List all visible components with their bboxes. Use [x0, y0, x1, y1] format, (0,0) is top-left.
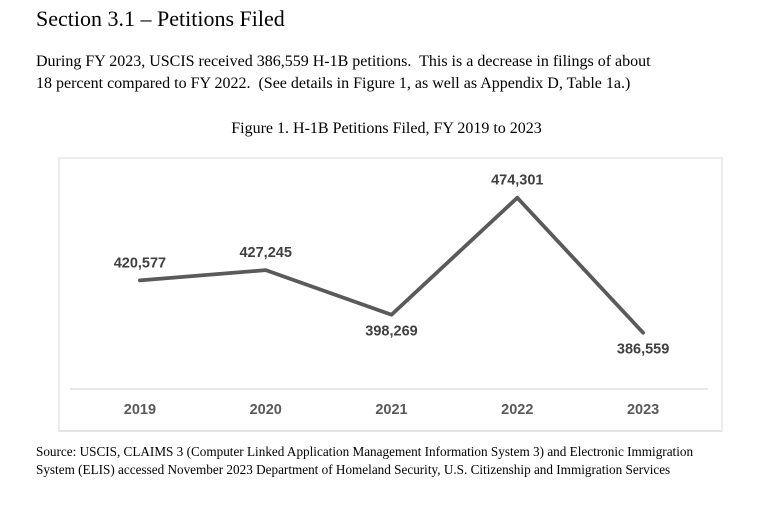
data-series-line: [138, 195, 645, 335]
intro-paragraph: During FY 2023, USCIS received 386,559 H…: [36, 51, 651, 94]
source-note: Source: USCIS, CLAIMS 3 (Computer Linked…: [36, 443, 693, 479]
axis-label-2021: 2021: [375, 402, 407, 418]
data-label-2019: 420,577: [114, 255, 166, 271]
intro-line-2: 18 percent compared to FY 2022. (See det…: [36, 74, 631, 92]
data-label-2021: 398,269: [365, 324, 417, 340]
source-line-2: System (ELIS) accessed November 2023 Dep…: [36, 462, 671, 477]
petitions-line-chart: 420,577 427,245 398,269 474,301 386,559 2019 2…: [70, 173, 708, 418]
intro-line-1: During FY 2023, USCIS received 386,559 H…: [36, 53, 651, 70]
data-label-2020: 427,245: [239, 245, 291, 261]
axis-label-2023: 2023: [627, 402, 659, 418]
source-line-1: Source: USCIS, CLAIMS 3 (Computer Linked…: [36, 444, 694, 459]
axis-label-2020: 2020: [250, 402, 282, 418]
figure-1-chart-frame: 420,577 427,245 398,269 474,301 386,559 2019 2…: [58, 157, 723, 432]
axis-label-2022: 2022: [501, 402, 533, 418]
data-label-2023: 386,559: [617, 342, 669, 358]
section-heading: Section 3.1 – Petitions Filed: [36, 6, 285, 31]
axis-label-2019: 2019: [124, 402, 156, 418]
figure-title: Figure 1. H-1B Petitions Filed, FY 2019 …: [231, 120, 542, 137]
data-label-2022: 474,301: [491, 173, 543, 189]
